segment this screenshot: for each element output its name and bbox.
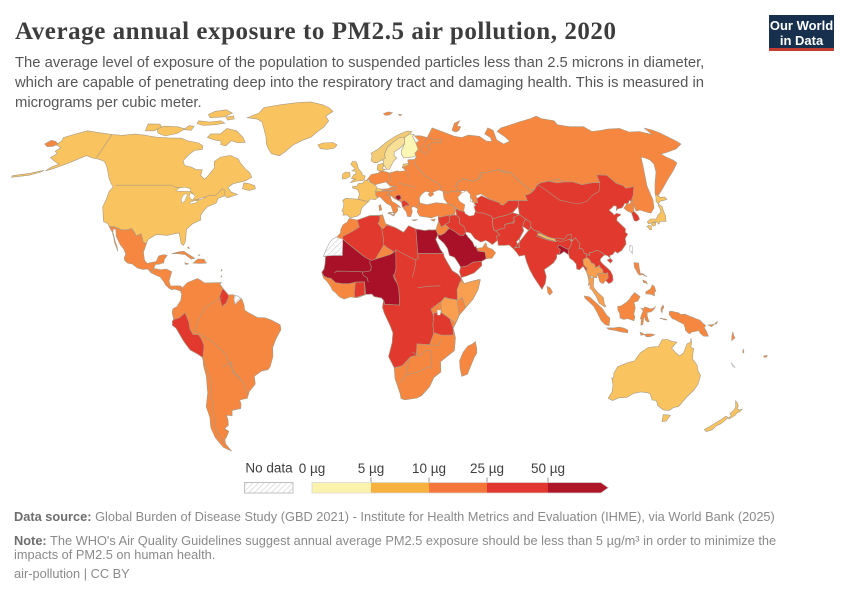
- svg-text:5 µg: 5 µg: [358, 461, 385, 476]
- svg-text:No data: No data: [245, 461, 293, 476]
- svg-text:25 µg: 25 µg: [470, 461, 504, 476]
- svg-text:50 µg: 50 µg: [531, 461, 565, 476]
- svg-text:0 µg: 0 µg: [299, 461, 326, 476]
- svg-text:10 µg: 10 µg: [412, 461, 446, 476]
